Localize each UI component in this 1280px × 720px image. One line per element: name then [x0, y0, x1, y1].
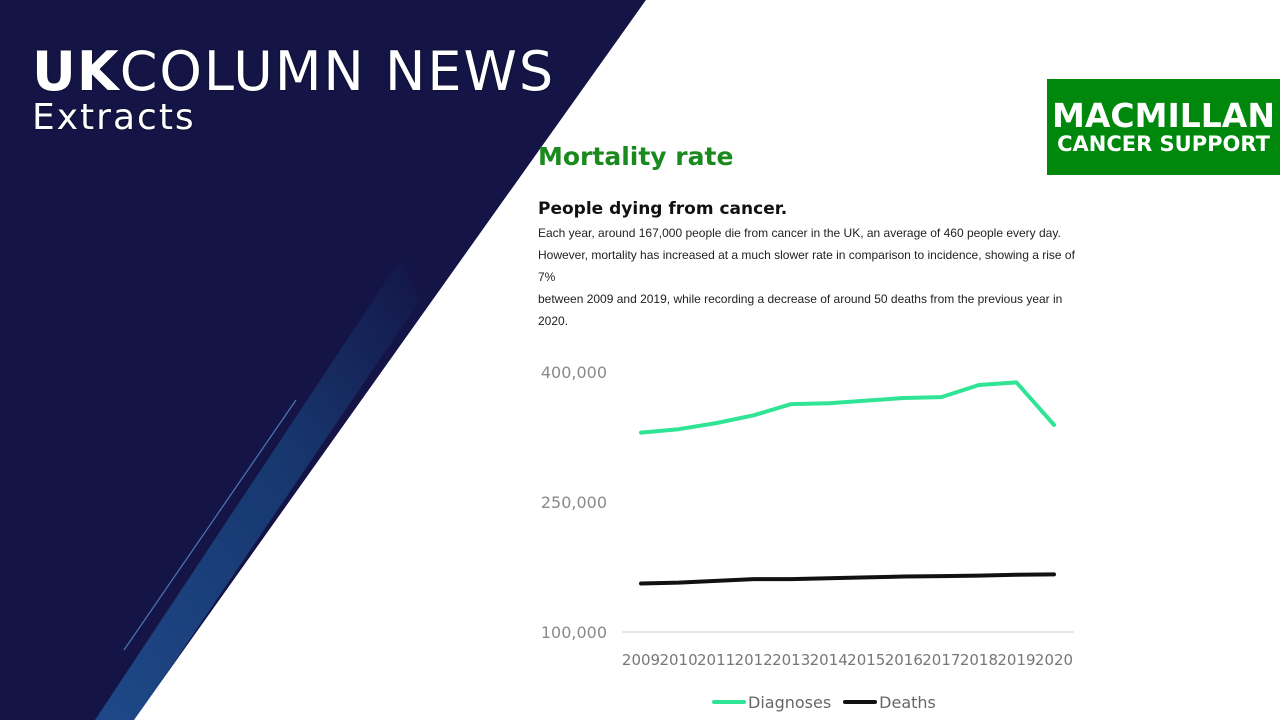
slide-subheading: People dying from cancer. — [538, 199, 788, 219]
x-tick-label: 2010 — [659, 651, 697, 669]
slide-heading: Mortality rate — [538, 142, 734, 171]
x-tick-label: 2014 — [810, 651, 848, 669]
x-tick-label: 2019 — [997, 651, 1035, 669]
y-tick-label: 250,000 — [541, 493, 607, 512]
brand-title: UKCOLUMN NEWS — [32, 40, 555, 103]
legend-label-diagnoses: Diagnoses — [748, 692, 832, 712]
brand-name-bold: UK — [32, 40, 120, 103]
y-tick-label: 100,000 — [541, 623, 607, 642]
legend-item-deaths: Deaths — [843, 693, 936, 712]
macmillan-logo: MACMILLAN CANCER SUPPORT — [1047, 79, 1280, 175]
x-tick-label: 2016 — [885, 651, 923, 669]
slide-paragraph: Each year, around 167,000 people die fro… — [538, 222, 1078, 332]
x-tick-label: 2012 — [735, 651, 773, 669]
logo-line-2: CANCER SUPPORT — [1057, 132, 1270, 156]
legend-item-diagnoses: Diagnoses — [712, 693, 831, 712]
brand-subtitle: Extracts — [32, 97, 196, 138]
legend-label-deaths: Deaths — [879, 692, 936, 712]
paragraph-line: Each year, around 167,000 people die fro… — [538, 226, 1061, 240]
logo-line-1: MACMILLAN — [1052, 96, 1275, 135]
paragraph-line: However, mortality has increased at a mu… — [538, 248, 1075, 284]
x-tick-label: 2013 — [772, 651, 810, 669]
brand-block: UKCOLUMN NEWS Extracts — [32, 40, 555, 138]
series-line-deaths — [639, 572, 1056, 586]
legend-swatch-diagnoses — [712, 700, 746, 704]
x-tick-label: 2020 — [1035, 651, 1073, 669]
series-line-diagnoses — [639, 380, 1056, 435]
chart-legend: Diagnoses Deaths — [712, 690, 948, 714]
y-tick-label: 400,000 — [541, 363, 607, 382]
x-tick-label: 2009 — [622, 651, 660, 669]
brand-name-rest: COLUMN NEWS — [119, 40, 556, 103]
x-tick-label: 2017 — [922, 651, 960, 669]
navy-panel — [0, 0, 646, 720]
legend-swatch-deaths — [843, 700, 878, 704]
blue-band — [95, 260, 420, 720]
paragraph-line: between 2009 and 2019, while recording a… — [538, 292, 1063, 328]
slide-shadow-edge — [134, 0, 652, 720]
x-tick-label: 2011 — [697, 651, 735, 669]
x-tick-label: 2018 — [960, 651, 998, 669]
accent-line — [123, 399, 297, 651]
x-tick-label: 2015 — [847, 651, 885, 669]
